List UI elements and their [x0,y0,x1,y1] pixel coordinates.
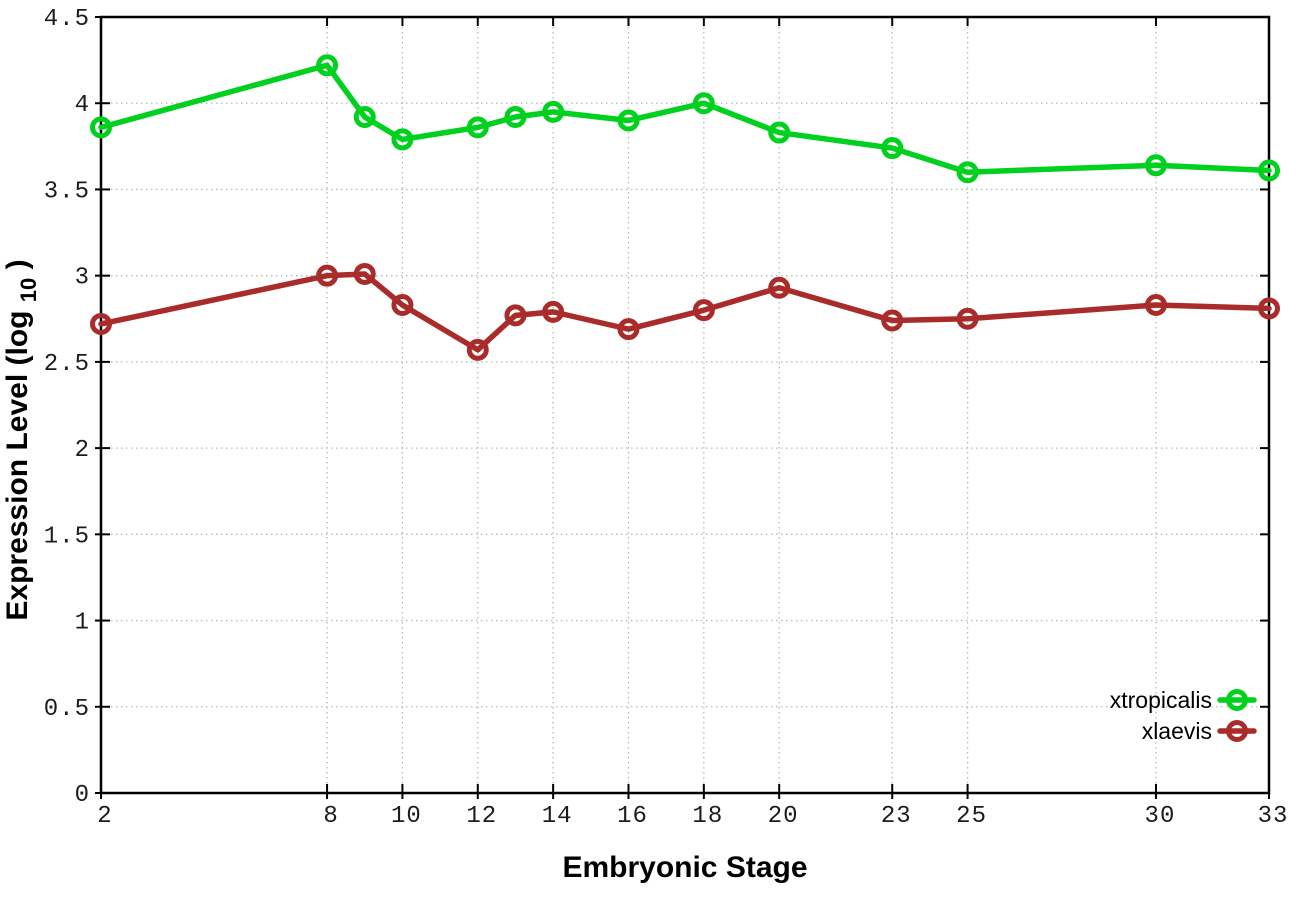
data-point-xlaevis-stage-16 [617,318,640,341]
x-axis-title: Embryonic Stage [562,851,807,884]
data-point-xtropicalis-stage-33 [1258,159,1280,182]
y-tick-label: 1.5 [44,523,90,550]
y-tick-label: 2.5 [44,351,90,378]
data-point-xtropicalis-stage-10 [391,128,414,151]
y-tick-label: 4.5 [44,6,90,33]
x-tick-label: 8 [323,803,338,830]
data-point-xtropicalis-stage-8 [316,54,339,77]
y-axis-title-main: Expression Level (log [1,311,34,621]
data-point-xlaevis-stage-10 [391,293,414,316]
series-line-xtropicalis [98,62,1272,175]
x-tick-label: 18 [692,803,723,830]
data-point-xlaevis-stage-13 [504,304,527,327]
data-point-xlaevis-stage-14 [542,300,565,323]
y-axis-title-subscript: 10 [16,278,41,302]
x-tick-label: 33 [1258,803,1289,830]
y-tick-label: 3.5 [44,178,90,205]
gridlines [100,16,1270,793]
data-point-xtropicalis-stage-30 [1144,154,1167,177]
y-axis-title: Expression Level (log 10 ) [1,259,43,620]
data-point-xtropicalis-stage-23 [881,137,904,160]
x-tick-label: 12 [466,803,497,830]
data-point-xtropicalis-stage-25 [956,161,979,184]
legend-sample-marker-xtropicalis [1226,689,1248,711]
data-point-xlaevis-stage-12 [466,338,489,361]
data-point-xtropicalis-stage-13 [504,106,527,129]
x-tick-label: 16 [617,803,648,830]
data-point-xtropicalis-stage-18 [692,92,715,115]
axis-ticks [95,16,1270,799]
y-tick-label: 4 [75,92,90,119]
legend-item-xtropicalis: xtropicalis [1110,687,1257,713]
y-axis-title-close: ) [1,259,34,269]
x-tick-label: 2 [97,803,112,830]
data-point-xlaevis-stage-9 [353,262,376,285]
x-tick-label: 20 [768,803,799,830]
data-point-xlaevis-stage-20 [768,276,791,299]
y-tick-label: 0.5 [44,696,90,723]
tick-labels: 2 8 10 12 14 16 18 20 23 25 30 33 0 0.5 1 1.5 2 2.5 3 3.5 4 4… [44,6,1289,830]
data-point-xlaevis-stage-30 [1144,293,1167,316]
y-tick-label: 0 [75,782,90,809]
data-point-xtropicalis-stage-9 [353,106,376,129]
legend-item-xlaevis: xlaevis [1142,718,1257,744]
data-point-xtropicalis-stage-12 [466,116,489,139]
legend-sample-marker-xlaevis [1226,720,1248,742]
x-tick-label: 14 [542,803,573,830]
data-point-xlaevis-stage-2 [90,312,112,335]
legend: xtropicalis xlaevis [1110,687,1257,744]
data-point-xtropicalis-stage-2 [90,116,112,139]
data-point-xlaevis-stage-8 [316,264,339,287]
legend-label-xtropicalis: xtropicalis [1110,687,1212,713]
y-tick-label: 3 [75,265,90,292]
data-point-xlaevis-stage-33 [1258,297,1280,320]
data-point-xlaevis-stage-18 [692,299,715,322]
series-line-xlaevis [98,271,1272,353]
x-tick-label: 25 [956,803,987,830]
data-series [90,54,1280,361]
data-point-xlaevis-stage-23 [881,309,904,332]
data-point-xtropicalis-stage-20 [768,121,791,144]
x-tick-label: 10 [391,803,422,830]
y-tick-label: 2 [75,437,90,464]
plot-border [99,15,1271,795]
x-tick-label: 23 [881,803,912,830]
data-point-xlaevis-stage-25 [956,307,979,330]
data-point-xtropicalis-stage-16 [617,109,640,132]
x-tick-label: 30 [1145,803,1176,830]
legend-label-xlaevis: xlaevis [1142,718,1212,744]
y-tick-label: 1 [75,610,90,637]
data-point-xtropicalis-stage-14 [542,100,565,123]
